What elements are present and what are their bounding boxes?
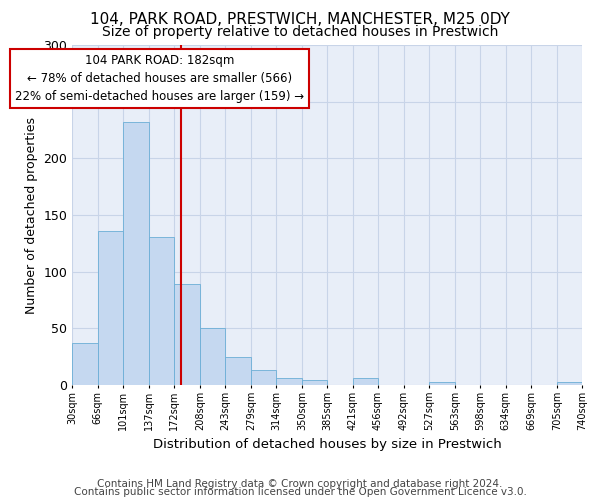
X-axis label: Distribution of detached houses by size in Prestwich: Distribution of detached houses by size …	[152, 438, 502, 452]
Bar	[429, 382, 455, 385]
Bar	[353, 378, 378, 385]
Bar	[98, 231, 123, 385]
Text: 104, PARK ROAD, PRESTWICH, MANCHESTER, M25 0DY: 104, PARK ROAD, PRESTWICH, MANCHESTER, M…	[90, 12, 510, 28]
Bar	[149, 236, 174, 385]
Y-axis label: Number of detached properties: Number of detached properties	[25, 116, 38, 314]
Text: Contains public sector information licensed under the Open Government Licence v3: Contains public sector information licen…	[74, 487, 526, 497]
Bar	[123, 122, 149, 385]
Bar	[251, 370, 276, 385]
Text: 104 PARK ROAD: 182sqm
← 78% of detached houses are smaller (566)
22% of semi-det: 104 PARK ROAD: 182sqm ← 78% of detached …	[15, 54, 304, 103]
Bar	[276, 378, 302, 385]
Bar	[302, 380, 327, 385]
Bar	[72, 343, 98, 385]
Bar	[557, 382, 582, 385]
Text: Contains HM Land Registry data © Crown copyright and database right 2024.: Contains HM Land Registry data © Crown c…	[97, 479, 503, 489]
Bar	[174, 284, 200, 385]
Bar	[200, 328, 225, 385]
Bar	[225, 356, 251, 385]
Text: Size of property relative to detached houses in Prestwich: Size of property relative to detached ho…	[102, 25, 498, 39]
